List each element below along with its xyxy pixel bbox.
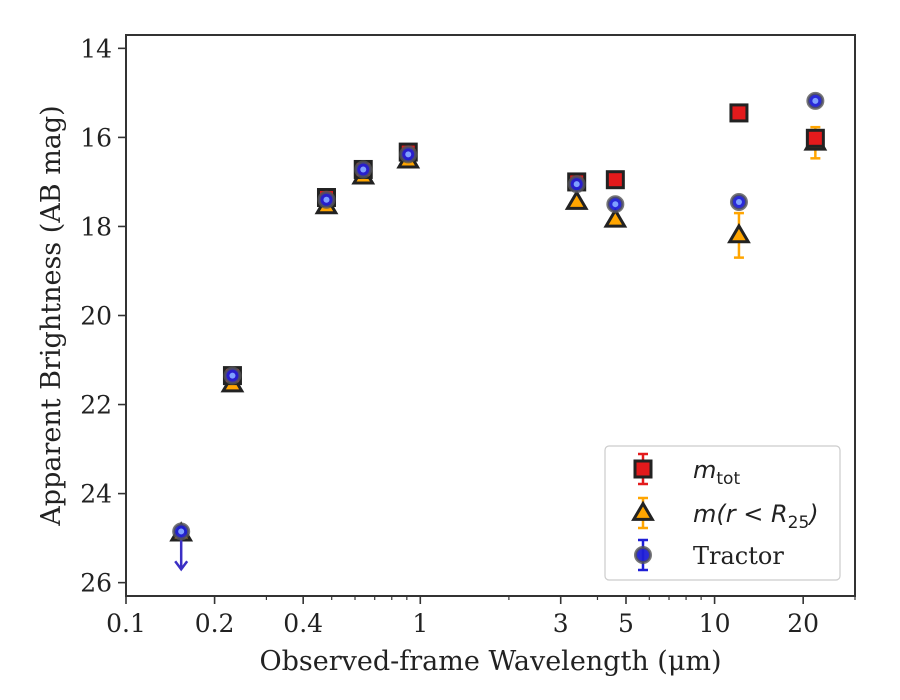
data-point — [729, 103, 749, 123]
triangle-marker — [631, 500, 655, 521]
x-tick-label: 0.4 — [283, 609, 323, 638]
data-point — [564, 189, 589, 210]
triangle-marker — [564, 189, 589, 210]
data-point — [567, 175, 586, 194]
data-point — [727, 211, 751, 259]
circle-highlight — [178, 528, 185, 535]
triangle-marker — [603, 207, 628, 228]
legend-item: mtot — [633, 452, 740, 489]
legend-label: m(r < R25) — [693, 500, 819, 533]
circle-highlight — [612, 201, 619, 208]
legend-label: mtot — [693, 456, 740, 489]
upper-limit-arrowhead — [174, 560, 189, 572]
y-tick-label: 26 — [80, 569, 112, 598]
legend-box — [604, 445, 841, 581]
circle-marker — [634, 546, 652, 564]
data-point — [606, 195, 625, 214]
data-point — [605, 170, 625, 190]
circle-highlight — [323, 196, 330, 203]
y-tick-label: 20 — [80, 302, 112, 331]
legend: mtot m(r < R25) Tractor — [604, 445, 841, 581]
circle-highlight — [812, 97, 819, 104]
x-tick-label: 1 — [412, 609, 428, 638]
data-point — [399, 145, 418, 164]
y-axis-label: Apparent Brightness (AB mag) — [36, 105, 67, 526]
y-tick-label: 18 — [80, 212, 112, 241]
x-tick-label: 20 — [787, 609, 819, 638]
square-marker — [805, 128, 825, 148]
data-point — [317, 190, 336, 209]
legend-item: Tractor — [634, 538, 784, 572]
x-tick-label: 0.2 — [195, 609, 235, 638]
square-marker — [633, 459, 653, 479]
plot-marks — [169, 91, 828, 572]
square-marker — [605, 170, 625, 190]
data-point — [805, 128, 825, 148]
legend-item: m(r < R25) — [631, 496, 819, 533]
x-tick-label: 10 — [699, 609, 731, 638]
data-point — [223, 366, 242, 385]
circle-highlight — [229, 372, 236, 379]
axis-ticks: 0.1 0.2 0.4 1 3 5 10 20 14 16 18 20 22 24 26 — [80, 34, 856, 638]
circle-highlight — [360, 166, 367, 173]
circle-highlight — [573, 181, 580, 188]
data-point — [729, 192, 748, 211]
circle-highlight — [405, 151, 412, 158]
y-tick-label: 24 — [80, 480, 112, 509]
data-point — [603, 207, 628, 228]
square-marker — [729, 103, 749, 123]
y-tick-label: 22 — [80, 391, 112, 420]
data-point — [172, 522, 191, 572]
x-tick-label: 0.1 — [106, 609, 146, 638]
x-tick-label: 3 — [553, 609, 569, 638]
triangle-marker — [727, 222, 751, 244]
data-point — [806, 91, 825, 110]
y-tick-label: 16 — [80, 123, 112, 152]
x-axis-label: Observed-frame Wavelength (μm) — [259, 646, 721, 677]
x-tick-label: 5 — [618, 609, 634, 638]
y-tick-label: 14 — [80, 34, 112, 63]
data-point — [354, 160, 373, 179]
legend-label: Tractor — [693, 542, 784, 570]
circle-highlight — [735, 198, 742, 205]
